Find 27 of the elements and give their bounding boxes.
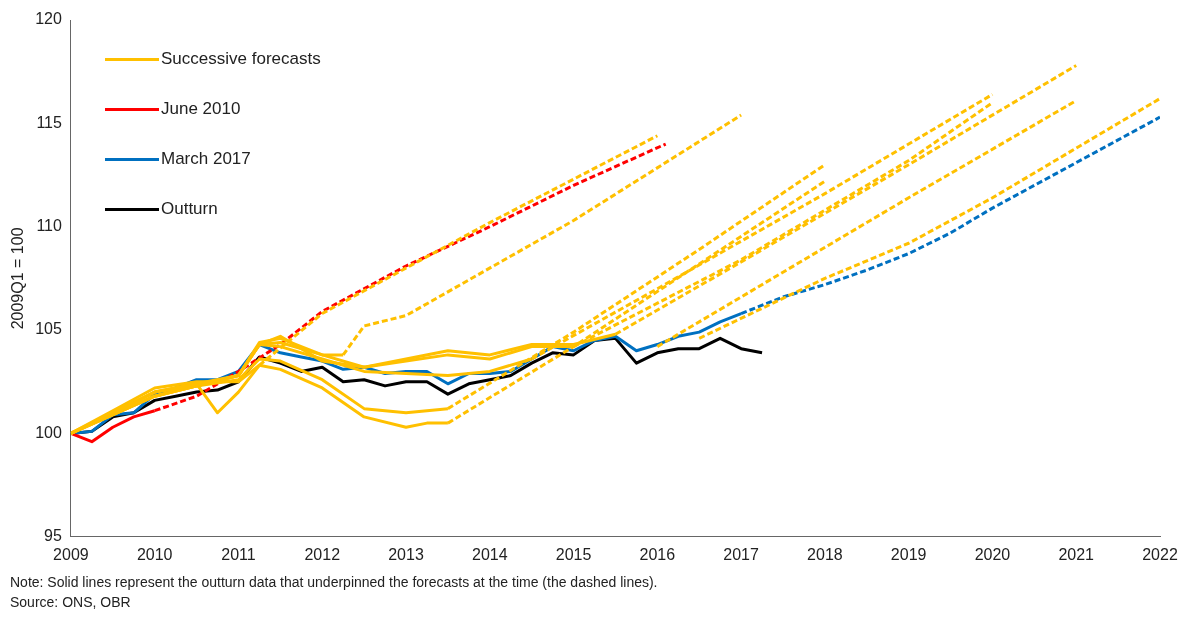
source-note: Source: ONS, OBR [10, 593, 132, 612]
x-tick-label: 2009 [53, 545, 89, 563]
x-tick-label: 2021 [1058, 545, 1095, 563]
x-tick-label: 2014 [471, 545, 508, 563]
x-tick-label: 2019 [890, 545, 927, 563]
legend-label: June 2010 [161, 99, 241, 119]
x-tick-label: 2015 [555, 545, 592, 563]
y-tick-label: 110 [36, 217, 62, 235]
x-tick-label: 2022 [1142, 545, 1178, 563]
y-tick-label: 120 [35, 10, 62, 28]
x-tick-label: 2016 [639, 545, 676, 563]
text: Note: Solid lines represent the outturn data that underpinned the forecasts at the time (the dashed lines). [10, 573, 658, 592]
legend-label: Outturn [161, 199, 218, 219]
y-axis-title: 2009Q1 = 100 [9, 227, 27, 330]
x-tick-label: 2018 [807, 545, 843, 563]
x-tick-label: 2010 [136, 545, 173, 563]
y-tick-label: 105 [35, 320, 62, 338]
y-tick-label: 95 [44, 527, 62, 545]
x-tick-label: 2020 [974, 545, 1011, 563]
legend-label: Successive forecasts [161, 49, 321, 69]
x-tick-label: 2012 [304, 545, 341, 563]
y-tick-label: 115 [36, 113, 62, 131]
legend-label: March 2017 [161, 149, 251, 169]
x-tick-label: 2017 [723, 545, 760, 563]
x-tick-label: 2011 [221, 545, 256, 563]
x-tick-label: 2013 [388, 545, 424, 563]
y-tick-label: 100 [35, 423, 62, 441]
